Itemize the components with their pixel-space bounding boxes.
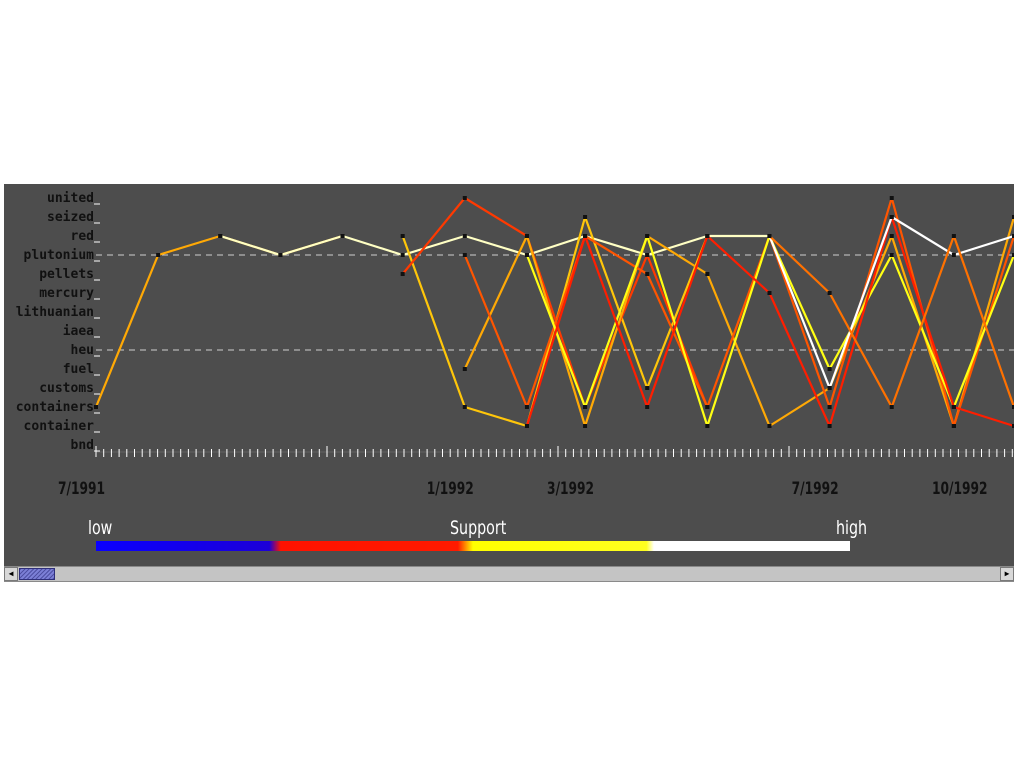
series-3-node-0	[400, 272, 405, 276]
series-9-node-2	[889, 405, 894, 409]
series-1-node-4	[462, 234, 467, 238]
keyword-label-iaea: iaea	[63, 324, 94, 339]
keyword-nodes	[94, 196, 1014, 428]
series-6-node-3	[705, 424, 710, 428]
series-6-node-8	[1012, 253, 1014, 257]
series-line-1	[219, 234, 770, 257]
legend-low-label: low	[88, 517, 113, 539]
keyword-label-heu: heu	[71, 343, 94, 358]
series-1-node-0	[218, 234, 223, 238]
series-5-node-3	[645, 272, 650, 276]
series-8-node-3	[951, 253, 956, 257]
series-0-node-1	[156, 253, 161, 257]
keyword-label-plutonium: plutonium	[24, 248, 95, 263]
legend-high-label: high	[836, 517, 868, 539]
chart-panel: united seized red plutonium pellets mercury li…	[4, 184, 1014, 566]
time-axis-labels: 7/1991 1/1992 3/1992 7/1992 10/1992	[58, 479, 988, 499]
scrollbar-thumb[interactable]	[19, 568, 55, 580]
time-label-2: 3/1992	[547, 479, 594, 499]
keyword-label-united: united	[47, 191, 94, 206]
series-8-node-4	[1012, 234, 1014, 238]
series-7-node-5	[827, 424, 832, 428]
series-6-node-0	[524, 253, 529, 257]
keyword-label-bnd: bnd	[71, 438, 94, 453]
series-9-node-0	[767, 234, 772, 238]
series-line-5	[463, 196, 1014, 428]
series-1-node-2	[340, 234, 345, 238]
keyword-label-customs: customs	[39, 381, 94, 396]
keyword-label-pellets: pellets	[39, 267, 94, 282]
series-5-node-4	[705, 405, 710, 409]
series-1-node-3	[400, 253, 405, 257]
series-7-node-2	[645, 405, 650, 409]
series-3-node-1	[462, 196, 467, 200]
series-5-node-6	[827, 405, 832, 409]
series-5-node-0	[462, 253, 467, 257]
time-label-1: 1/1992	[427, 479, 474, 499]
series-0-node-0	[94, 405, 98, 409]
series-7-node-4	[767, 291, 772, 295]
series-line-0	[94, 234, 343, 408]
keyword-axis-labels: united seized red plutonium pellets mercury li…	[16, 191, 100, 453]
series-4-node-2	[583, 424, 588, 428]
series-8-node-2	[889, 215, 894, 219]
keyword-label-lithuanian: lithuanian	[16, 305, 94, 320]
keyword-label-red: red	[71, 229, 94, 244]
right-arrow-icon: ▶	[1004, 569, 1010, 578]
series-4-node-5	[767, 424, 772, 428]
series-2-node-3	[583, 215, 588, 219]
series-6-node-2	[645, 234, 650, 238]
series-4-node-9	[1012, 215, 1014, 219]
keyword-label-container: container	[24, 419, 95, 434]
series-1-node-1	[278, 253, 283, 257]
support-color-legend-bar	[96, 541, 850, 551]
keyword-label-seized: seized	[47, 210, 94, 225]
series-2-node-1	[462, 405, 467, 409]
series-4-node-4	[705, 272, 710, 276]
series-5-node-1	[524, 405, 529, 409]
scroll-left-button[interactable]: ◀	[4, 567, 18, 581]
series-6-node-6	[889, 253, 894, 257]
legend-title: Support	[450, 517, 507, 539]
series-4-node-1	[524, 234, 529, 238]
series-7-node-1	[583, 234, 588, 238]
series-5-node-8	[951, 424, 956, 428]
left-arrow-icon: ◀	[8, 569, 14, 578]
series-9-node-4	[1012, 405, 1014, 409]
series-7-node-8	[1012, 424, 1014, 428]
series-line-3	[401, 196, 709, 409]
keyword-label-mercury: mercury	[39, 286, 94, 301]
series-line-9	[768, 234, 1014, 409]
series-6-node-1	[583, 405, 588, 409]
series-2-node-0	[400, 234, 405, 238]
series-line-6	[525, 234, 1014, 428]
keyword-series-lines	[94, 196, 1014, 428]
time-label-0: 7/1991	[58, 479, 105, 499]
time-label-3: 7/1992	[792, 479, 839, 499]
keyword-label-fuel: fuel	[63, 362, 94, 377]
time-axis	[95, 446, 1014, 457]
series-9-node-3	[951, 234, 956, 238]
series-7-node-0	[524, 424, 529, 428]
series-4-node-7	[889, 234, 894, 238]
scroll-right-button[interactable]: ▶	[1000, 567, 1014, 581]
parallel-keyword-chart: united seized red plutonium pellets mercury li…	[16, 191, 1014, 499]
time-label-4: 10/1992	[932, 479, 988, 499]
series-7-node-7	[951, 405, 956, 409]
series-3-node-4	[645, 253, 650, 257]
series-6-node-5	[827, 367, 832, 371]
series-5-node-7	[889, 196, 894, 200]
series-9-node-1	[827, 291, 832, 295]
series-2-node-4	[645, 386, 650, 390]
series-7-node-3	[705, 234, 710, 238]
keyword-label-containers: containers	[16, 400, 94, 415]
series-4-node-0	[462, 367, 467, 371]
series-8-node-1	[827, 386, 832, 390]
horizontal-scrollbar[interactable]: ◀ ▶	[4, 566, 1014, 582]
